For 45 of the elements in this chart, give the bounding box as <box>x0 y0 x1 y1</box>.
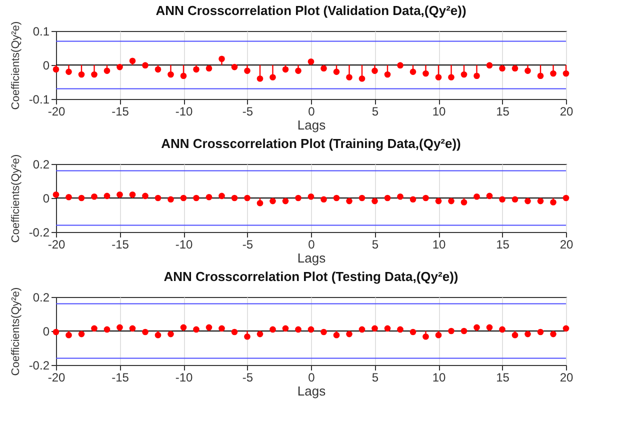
y-axis-title: Coefficients(Qy²e) <box>10 154 22 243</box>
x-tick-label: 15 <box>496 370 510 384</box>
x-tick-label: -15 <box>112 238 130 252</box>
x-tick-label: 10 <box>432 238 446 252</box>
x-tick-label: -20 <box>48 370 66 384</box>
x-tick-label: 5 <box>372 370 379 384</box>
y-tick-label: 0 <box>42 324 50 338</box>
x-tick-label: -10 <box>175 104 193 118</box>
x-axis-title: Lags <box>297 118 326 132</box>
x-tick-label: 0 <box>308 104 316 118</box>
x-tick-label: 20 <box>560 370 574 384</box>
y-tick-label: 0 <box>42 58 50 72</box>
y-tick-label: -0.2 <box>28 358 50 372</box>
y-tick-label: 0 <box>42 192 50 206</box>
x-tick-label: -5 <box>242 238 254 252</box>
y-tick-label: -0.2 <box>28 226 50 240</box>
chart-title: ANN Crosscorrelation Plot (Training Data,(Qy²e)) <box>161 136 461 151</box>
x-tick-label: 0 <box>308 370 316 384</box>
y-axis-title: Coefficients(Qy²e) <box>10 21 22 110</box>
y-axis-title: Coefficients(Qy²e) <box>10 287 22 376</box>
x-tick-label: -10 <box>175 238 193 252</box>
x-tick-label: 20 <box>560 104 574 118</box>
x-tick-label: 5 <box>372 104 379 118</box>
x-tick-label: -15 <box>112 104 130 118</box>
x-axis-title: Lags <box>297 384 326 398</box>
x-tick-label: -15 <box>112 370 130 384</box>
x-axis-title: Lags <box>297 250 326 266</box>
chart-title: ANN Crosscorrelation Plot (Validation Data,(Qy²e)) <box>156 2 466 18</box>
x-tick-label: 10 <box>432 104 446 118</box>
x-tick-label: 10 <box>432 370 446 384</box>
x-tick-label: 0 <box>308 238 316 252</box>
y-tick-label: -0.1 <box>28 92 50 106</box>
x-tick-label: -20 <box>48 104 66 118</box>
x-tick-label: -5 <box>242 104 254 118</box>
chart-title: ANN Crosscorrelation Plot (Testing Data,(Qy²e)) <box>164 268 458 284</box>
x-tick-label: 20 <box>560 238 574 252</box>
y-tick-label: 0.2 <box>32 290 50 304</box>
y-tick-label: 0.1 <box>32 24 50 38</box>
x-tick-label: 15 <box>496 104 510 118</box>
x-tick-label: -5 <box>242 370 254 384</box>
x-tick-label: 15 <box>496 238 510 252</box>
x-tick-label: 5 <box>372 238 379 252</box>
x-tick-label: -20 <box>48 238 66 252</box>
y-tick-label: 0.2 <box>32 158 50 172</box>
x-tick-label: -10 <box>175 370 193 384</box>
